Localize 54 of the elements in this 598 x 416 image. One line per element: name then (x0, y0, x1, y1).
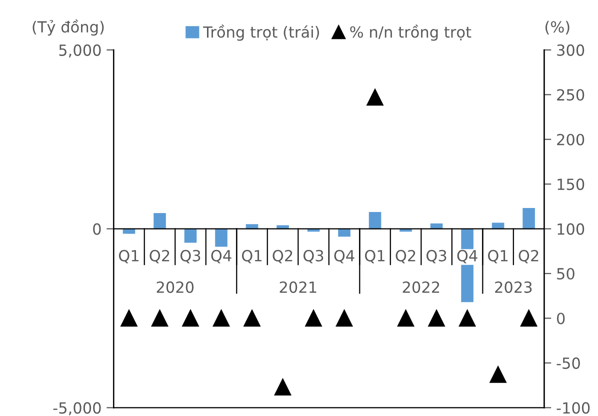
x-tick-label: Q4 (334, 250, 354, 264)
y2-tick-label: -50 (556, 357, 580, 369)
point (305, 310, 322, 327)
annotation: 2023 (495, 281, 532, 293)
annotation: 2021 (280, 281, 316, 293)
y-axis-title: (Tỷ đồng) (32, 20, 104, 36)
x-tick-label: Q1 (488, 250, 508, 264)
y-tick-label: 0 (93, 223, 101, 235)
x-tick-label: Q2 (150, 250, 170, 264)
legend-label: % n/n trồng trọt (350, 24, 472, 41)
x-tick-label: Q3 (304, 250, 324, 264)
point (336, 310, 353, 327)
x-tick-label: Q1 (242, 250, 262, 264)
x-tick-label: Q2 (272, 250, 292, 264)
bar (368, 212, 382, 229)
x-tick-label: Q1 (118, 250, 138, 264)
point (182, 310, 199, 327)
x-tick-label: Q1 (365, 250, 384, 264)
x-tick-label: Q4 (211, 250, 232, 264)
y2-tick-label: 0 (556, 312, 565, 324)
point (397, 310, 414, 327)
point (458, 310, 476, 327)
point (490, 366, 506, 383)
x-tick-label: Q3 (180, 250, 200, 264)
y2-axis-title: (%) (545, 20, 570, 34)
y2-tick-label: 200 (557, 134, 584, 146)
bar (338, 228, 350, 237)
bar (215, 228, 228, 247)
point (212, 310, 230, 327)
y2-tick-label: 100 (558, 223, 584, 235)
y2-tick-label: 150 (558, 178, 584, 190)
x-tick-label: Q4 (457, 250, 478, 264)
bar (154, 213, 166, 229)
bar (184, 228, 197, 243)
annotation: 2022 (402, 281, 440, 293)
point (520, 310, 538, 327)
point (428, 310, 445, 327)
y-tick-label: -5,000 (53, 402, 101, 416)
y-tick-label: 5,000 (59, 44, 101, 58)
point (244, 310, 260, 327)
y2-tick-label: 50 (557, 268, 574, 280)
x-tick-label: Q2 (396, 250, 416, 264)
bar (522, 208, 535, 229)
x-tick-label: Q3 (426, 250, 446, 264)
legend-label: Trồng trọt (trái) (203, 24, 319, 41)
y2-tick-label: 250 (557, 89, 584, 101)
x-tick-label: Q2 (518, 250, 538, 264)
point (366, 88, 384, 106)
point (151, 310, 168, 327)
point (274, 378, 292, 396)
point (120, 310, 138, 327)
y2-tick-label: -100 (556, 402, 590, 414)
y2-tick-label: 300 (557, 44, 584, 56)
annotation: 2020 (156, 281, 194, 293)
